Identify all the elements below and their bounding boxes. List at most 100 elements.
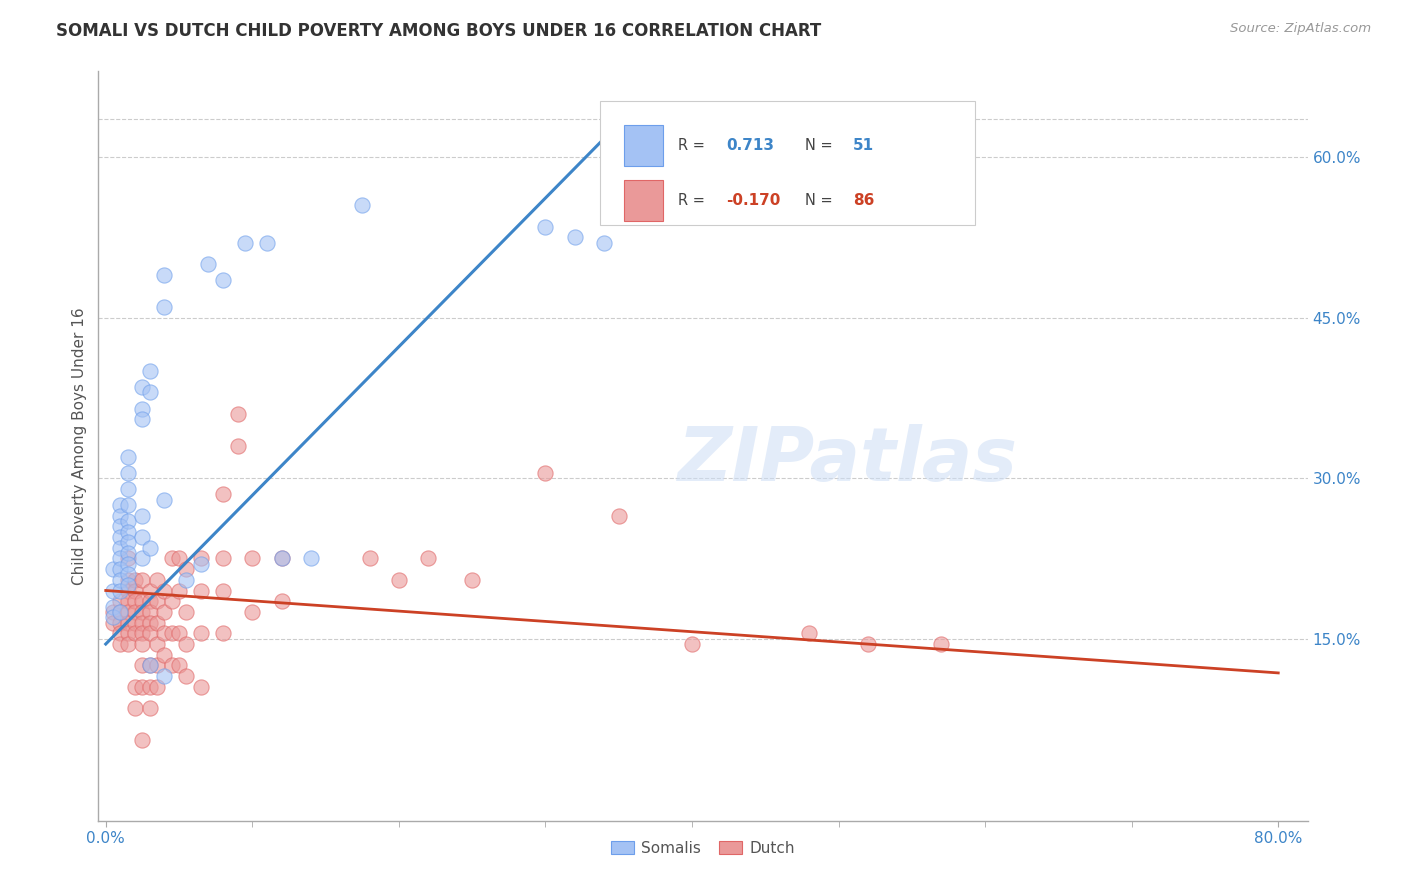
- Point: [131, 573, 153, 587]
- Point: [534, 466, 557, 480]
- FancyBboxPatch shape: [624, 125, 664, 166]
- Point: [799, 626, 821, 640]
- Point: [197, 257, 219, 271]
- Point: [131, 733, 153, 747]
- Point: [418, 551, 440, 566]
- Point: [212, 551, 235, 566]
- Point: [270, 594, 292, 608]
- Point: [138, 615, 160, 630]
- Point: [124, 583, 146, 598]
- Point: [226, 407, 249, 421]
- Point: [240, 605, 263, 619]
- Point: [212, 487, 235, 501]
- Point: [124, 594, 146, 608]
- Point: [146, 658, 169, 673]
- Point: [101, 599, 124, 614]
- Point: [138, 658, 160, 673]
- Point: [131, 605, 153, 619]
- Point: [117, 514, 139, 528]
- Y-axis label: Child Poverty Among Boys Under 16: Child Poverty Among Boys Under 16: [72, 307, 87, 585]
- Point: [117, 578, 139, 592]
- Point: [190, 626, 212, 640]
- Point: [856, 637, 879, 651]
- Text: 51: 51: [853, 138, 875, 153]
- Point: [101, 605, 124, 619]
- Point: [461, 573, 484, 587]
- Point: [160, 551, 183, 566]
- Point: [167, 551, 190, 566]
- Point: [138, 658, 160, 673]
- Text: N =: N =: [804, 193, 837, 208]
- Point: [359, 551, 381, 566]
- Point: [131, 615, 153, 630]
- Point: [593, 235, 616, 250]
- Point: [146, 637, 169, 651]
- Legend: Somalis, Dutch: Somalis, Dutch: [605, 834, 801, 862]
- Point: [131, 680, 153, 694]
- Point: [256, 235, 278, 250]
- Point: [131, 412, 153, 426]
- Text: R =: R =: [678, 138, 709, 153]
- Point: [352, 198, 374, 212]
- Point: [117, 637, 139, 651]
- Point: [101, 610, 124, 624]
- Point: [160, 594, 183, 608]
- Point: [299, 551, 322, 566]
- Point: [146, 615, 169, 630]
- Text: -0.170: -0.170: [725, 193, 780, 208]
- Point: [110, 498, 132, 512]
- Point: [176, 573, 198, 587]
- Point: [117, 557, 139, 571]
- Point: [110, 562, 132, 576]
- Point: [117, 583, 139, 598]
- Point: [153, 268, 176, 282]
- Point: [153, 300, 176, 314]
- Point: [146, 680, 169, 694]
- Point: [160, 658, 183, 673]
- Point: [146, 594, 169, 608]
- Point: [110, 508, 132, 523]
- Point: [534, 219, 557, 234]
- Point: [190, 557, 212, 571]
- Point: [101, 583, 124, 598]
- Point: [110, 551, 132, 566]
- Point: [101, 562, 124, 576]
- Point: [153, 583, 176, 598]
- Point: [131, 658, 153, 673]
- Point: [131, 530, 153, 544]
- Point: [117, 573, 139, 587]
- Point: [110, 605, 132, 619]
- Point: [212, 273, 235, 287]
- Point: [117, 626, 139, 640]
- Point: [176, 669, 198, 683]
- Point: [117, 546, 139, 560]
- Point: [270, 551, 292, 566]
- Point: [138, 541, 160, 555]
- Point: [138, 594, 160, 608]
- Point: [110, 594, 132, 608]
- Point: [138, 680, 160, 694]
- Point: [110, 615, 132, 630]
- Point: [226, 439, 249, 453]
- Point: [607, 508, 630, 523]
- Point: [176, 562, 198, 576]
- Point: [167, 626, 190, 640]
- Point: [101, 615, 124, 630]
- Point: [117, 615, 139, 630]
- Point: [190, 551, 212, 566]
- Point: [153, 648, 176, 662]
- Point: [929, 637, 952, 651]
- Point: [124, 680, 146, 694]
- Text: 0.713: 0.713: [725, 138, 773, 153]
- Point: [131, 551, 153, 566]
- Point: [160, 626, 183, 640]
- Point: [138, 583, 160, 598]
- Point: [131, 380, 153, 394]
- FancyBboxPatch shape: [600, 102, 976, 225]
- Point: [124, 615, 146, 630]
- Point: [167, 583, 190, 598]
- Text: N =: N =: [804, 138, 837, 153]
- Point: [270, 551, 292, 566]
- Point: [117, 551, 139, 566]
- Point: [153, 492, 176, 507]
